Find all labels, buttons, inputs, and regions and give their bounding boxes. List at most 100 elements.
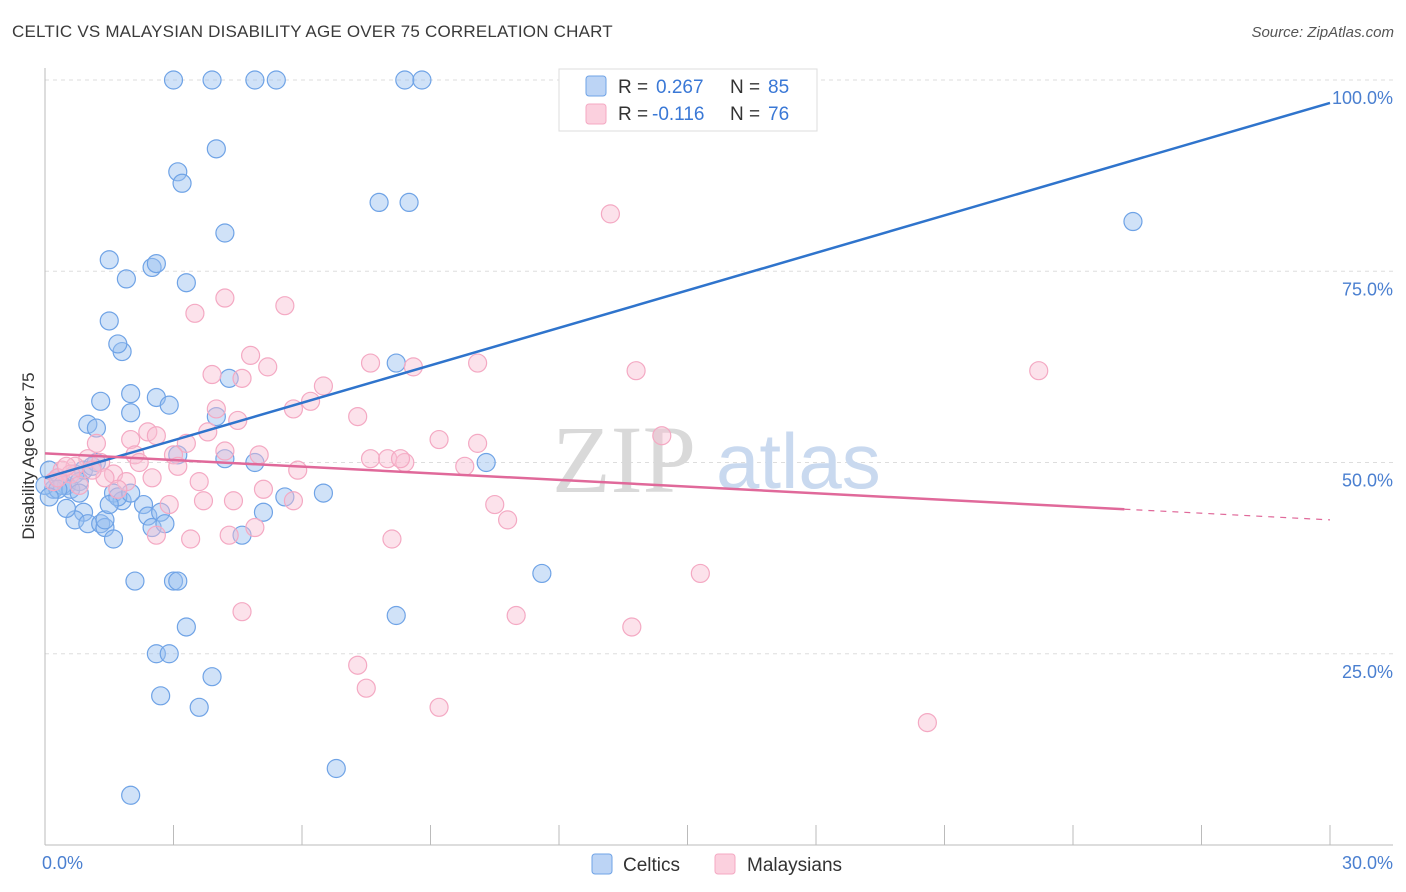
malaysians-point-38 xyxy=(455,456,475,476)
malaysians-point-9 xyxy=(626,361,646,381)
malaysians-point-64 xyxy=(622,617,642,637)
y-axis-label: Disability Age Over 75 xyxy=(19,372,38,539)
celtics-point-74 xyxy=(386,605,406,626)
celtics-point-71 xyxy=(168,571,188,591)
malaysians-point-62 xyxy=(232,602,252,622)
bottom-legend-swatch-malaysians xyxy=(714,853,736,875)
celtics-point-83 xyxy=(99,494,119,515)
legend-r-label-malaysians: R = xyxy=(618,104,648,125)
malaysians-point-47 xyxy=(69,475,89,496)
y-tick-labels: 25.0% 50.0% 75.0% 100.0% xyxy=(1332,88,1393,682)
celtics-point-34 xyxy=(476,452,496,473)
malaysians-point-30 xyxy=(360,449,381,469)
malaysians-point-65 xyxy=(348,655,368,675)
celtics-point-13 xyxy=(99,250,119,270)
x-tick-label-min: 0.0% xyxy=(42,853,83,873)
malaysians-point-10 xyxy=(1029,361,1049,381)
malaysians-point-4 xyxy=(241,345,261,365)
y-tick-label-2: 75.0% xyxy=(1342,279,1393,299)
celtics-point-6 xyxy=(206,139,226,159)
trend-lines xyxy=(44,101,1331,521)
celtics-point-77 xyxy=(151,686,171,706)
malaysians-trend-line-extension xyxy=(1124,508,1331,521)
malaysians-point-24 xyxy=(468,433,488,453)
celtics-point-8 xyxy=(172,173,192,193)
malaysians-point-56 xyxy=(245,517,265,538)
celtics-point-70 xyxy=(163,571,184,591)
celtics-point-26 xyxy=(159,395,179,415)
celtics-point-12 xyxy=(1123,211,1143,232)
celtics-point-0 xyxy=(163,70,184,90)
celtics-point-7 xyxy=(168,162,188,182)
celtics-point-16 xyxy=(146,254,166,274)
malaysians-point-50 xyxy=(193,491,214,511)
celtics-point-78 xyxy=(202,667,222,687)
celtics-point-24 xyxy=(121,384,141,404)
bottom-legend-label-malaysians: Malaysians xyxy=(747,855,842,876)
malaysians-point-6 xyxy=(360,353,381,373)
malaysians-point-61 xyxy=(506,605,526,626)
chart-source: Source: ZipAtlas.com xyxy=(1251,24,1394,41)
bottom-legend-swatch-celtics xyxy=(591,853,613,875)
y-tick-label-0: 25.0% xyxy=(1342,662,1393,682)
malaysians-point-75 xyxy=(129,452,149,473)
legend-r-value-celtics: 0.267 xyxy=(656,77,704,98)
celtics-point-20 xyxy=(108,334,128,354)
axes xyxy=(44,68,1393,846)
celtics-point-82 xyxy=(56,498,77,518)
malaysians-point-23 xyxy=(429,429,449,450)
malaysians-point-37 xyxy=(168,456,188,476)
malaysians-point-12 xyxy=(232,368,252,388)
malaysians-point-54 xyxy=(485,494,505,515)
malaysians-point-52 xyxy=(283,491,304,511)
legend-n-value-celtics: 85 xyxy=(768,77,789,98)
bottom-legend-label-celtics: Celtics xyxy=(623,855,680,876)
malaysians-point-13 xyxy=(313,376,334,396)
malaysians-point-2 xyxy=(275,296,295,316)
malaysians-point-51 xyxy=(223,491,244,511)
celtics-point-3 xyxy=(266,70,286,90)
legend-n-label-malaysians: N = xyxy=(730,104,760,125)
celtics-point-5 xyxy=(412,70,432,90)
celtics-point-72 xyxy=(532,563,552,584)
malaysians-point-11 xyxy=(202,364,222,385)
malaysians-point-67 xyxy=(429,697,449,717)
bottom-legend: Celtics Malaysians xyxy=(591,853,842,876)
x-tick-labels: 0.0% 30.0% xyxy=(42,853,1393,873)
chart-title: CELTIC VS MALAYSIAN DISABILITY AGE OVER … xyxy=(12,22,613,41)
celtics-point-15 xyxy=(116,269,136,289)
celtics-point-10 xyxy=(399,192,419,212)
malaysians-point-3 xyxy=(185,303,205,323)
malaysians-point-48 xyxy=(108,479,128,499)
celtics-point-18 xyxy=(99,311,119,331)
celtics-point-1 xyxy=(202,70,222,90)
x-tick-label-max: 30.0% xyxy=(1342,853,1393,873)
legend-r-value-malaysians: -0.116 xyxy=(652,104,704,125)
malaysians-point-57 xyxy=(219,525,239,545)
celtics-point-81 xyxy=(121,785,141,805)
legend-n-value-malaysians: 76 xyxy=(768,104,789,125)
celtics-point-57 xyxy=(313,483,334,503)
malaysians-point-63 xyxy=(690,563,710,584)
malaysians-point-59 xyxy=(181,529,201,549)
malaysians-point-33 xyxy=(390,449,411,469)
celtics-point-28 xyxy=(206,407,226,427)
celtics-point-58 xyxy=(253,502,274,522)
celtics-point-73 xyxy=(176,617,196,637)
celtics-point-55 xyxy=(121,483,141,503)
celtics-point-80 xyxy=(326,758,346,779)
malaysians-point-66 xyxy=(356,678,376,698)
malaysians-point-68 xyxy=(917,712,937,733)
celtics-point-49 xyxy=(69,483,89,503)
malaysians-point-58 xyxy=(146,525,166,545)
celtics-point-30 xyxy=(86,418,107,438)
legend-r-label-celtics: R = xyxy=(618,77,648,98)
malaysians-point-1 xyxy=(215,288,235,308)
grid-lines xyxy=(45,79,1393,845)
y-tick-label-3: 100.0% xyxy=(1332,88,1393,108)
celtics-point-17 xyxy=(176,273,196,293)
malaysians-point-45 xyxy=(142,468,162,488)
malaysians-point-27 xyxy=(249,445,269,465)
legend-n-label-celtics: N = xyxy=(730,77,760,98)
